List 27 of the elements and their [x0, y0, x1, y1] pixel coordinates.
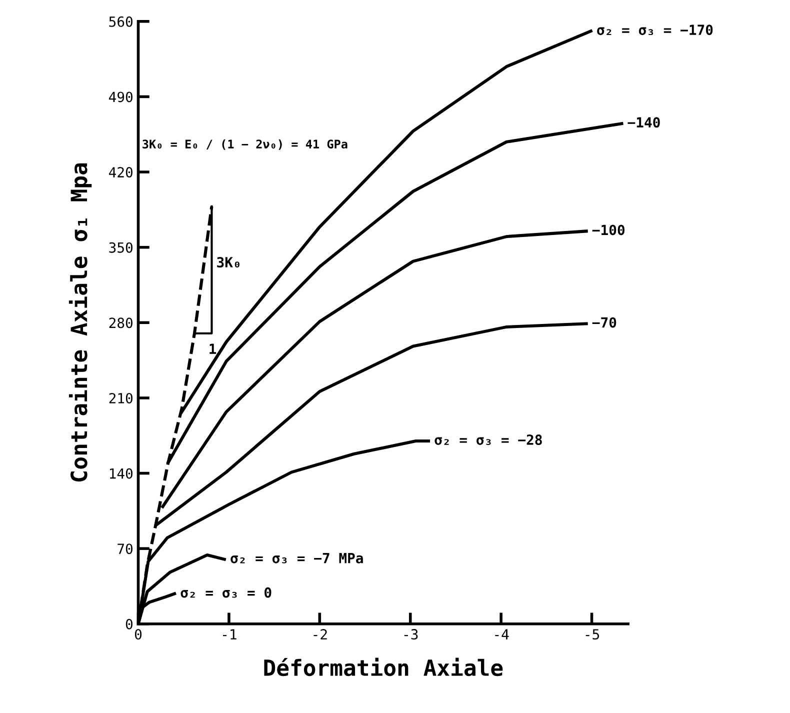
- y-tick-label: 420: [108, 167, 132, 178]
- series-label: −100: [592, 224, 624, 236]
- x-tick-label: -5: [586, 629, 600, 640]
- x-axis-title: Déformation Axiale: [264, 658, 503, 676]
- y-tick-label: 280: [109, 318, 132, 328]
- annotation: 3K₀ = E₀ / (1 − 2ν₀) = 41 GPa: [142, 139, 348, 150]
- y-tick-label: 70: [118, 544, 132, 554]
- y-axis-title: Contrainte Axiale σ₁ Mpa: [68, 163, 92, 482]
- series-label: σ₂ = σ₃ = −7 MPa: [230, 553, 363, 564]
- x-tick-label: -3: [404, 629, 418, 640]
- annotation: 3K₀: [217, 256, 240, 268]
- y-tick-label: 0: [126, 618, 132, 630]
- x-tick-label: -2: [314, 629, 327, 640]
- y-tick-label: 490: [108, 92, 132, 102]
- y-tick-label: 210: [109, 392, 132, 404]
- annotation: 1: [210, 344, 216, 354]
- x-tick-label: -4: [495, 629, 509, 640]
- y-tick-label: 140: [110, 468, 132, 479]
- series-label: −140: [628, 117, 660, 128]
- series-label: σ₂ = σ₃ = −170: [597, 24, 713, 36]
- series-label: σ₂ = σ₃ = −28: [434, 434, 542, 446]
- x-tick-label: 0: [134, 629, 142, 640]
- x-tick-label: -1: [223, 629, 236, 640]
- y-tick-label: 350: [109, 242, 132, 253]
- series-label: σ₂ = σ₃ = 0: [180, 587, 272, 598]
- series-label: −70: [592, 317, 616, 328]
- y-tick-label: 560: [109, 16, 132, 27]
